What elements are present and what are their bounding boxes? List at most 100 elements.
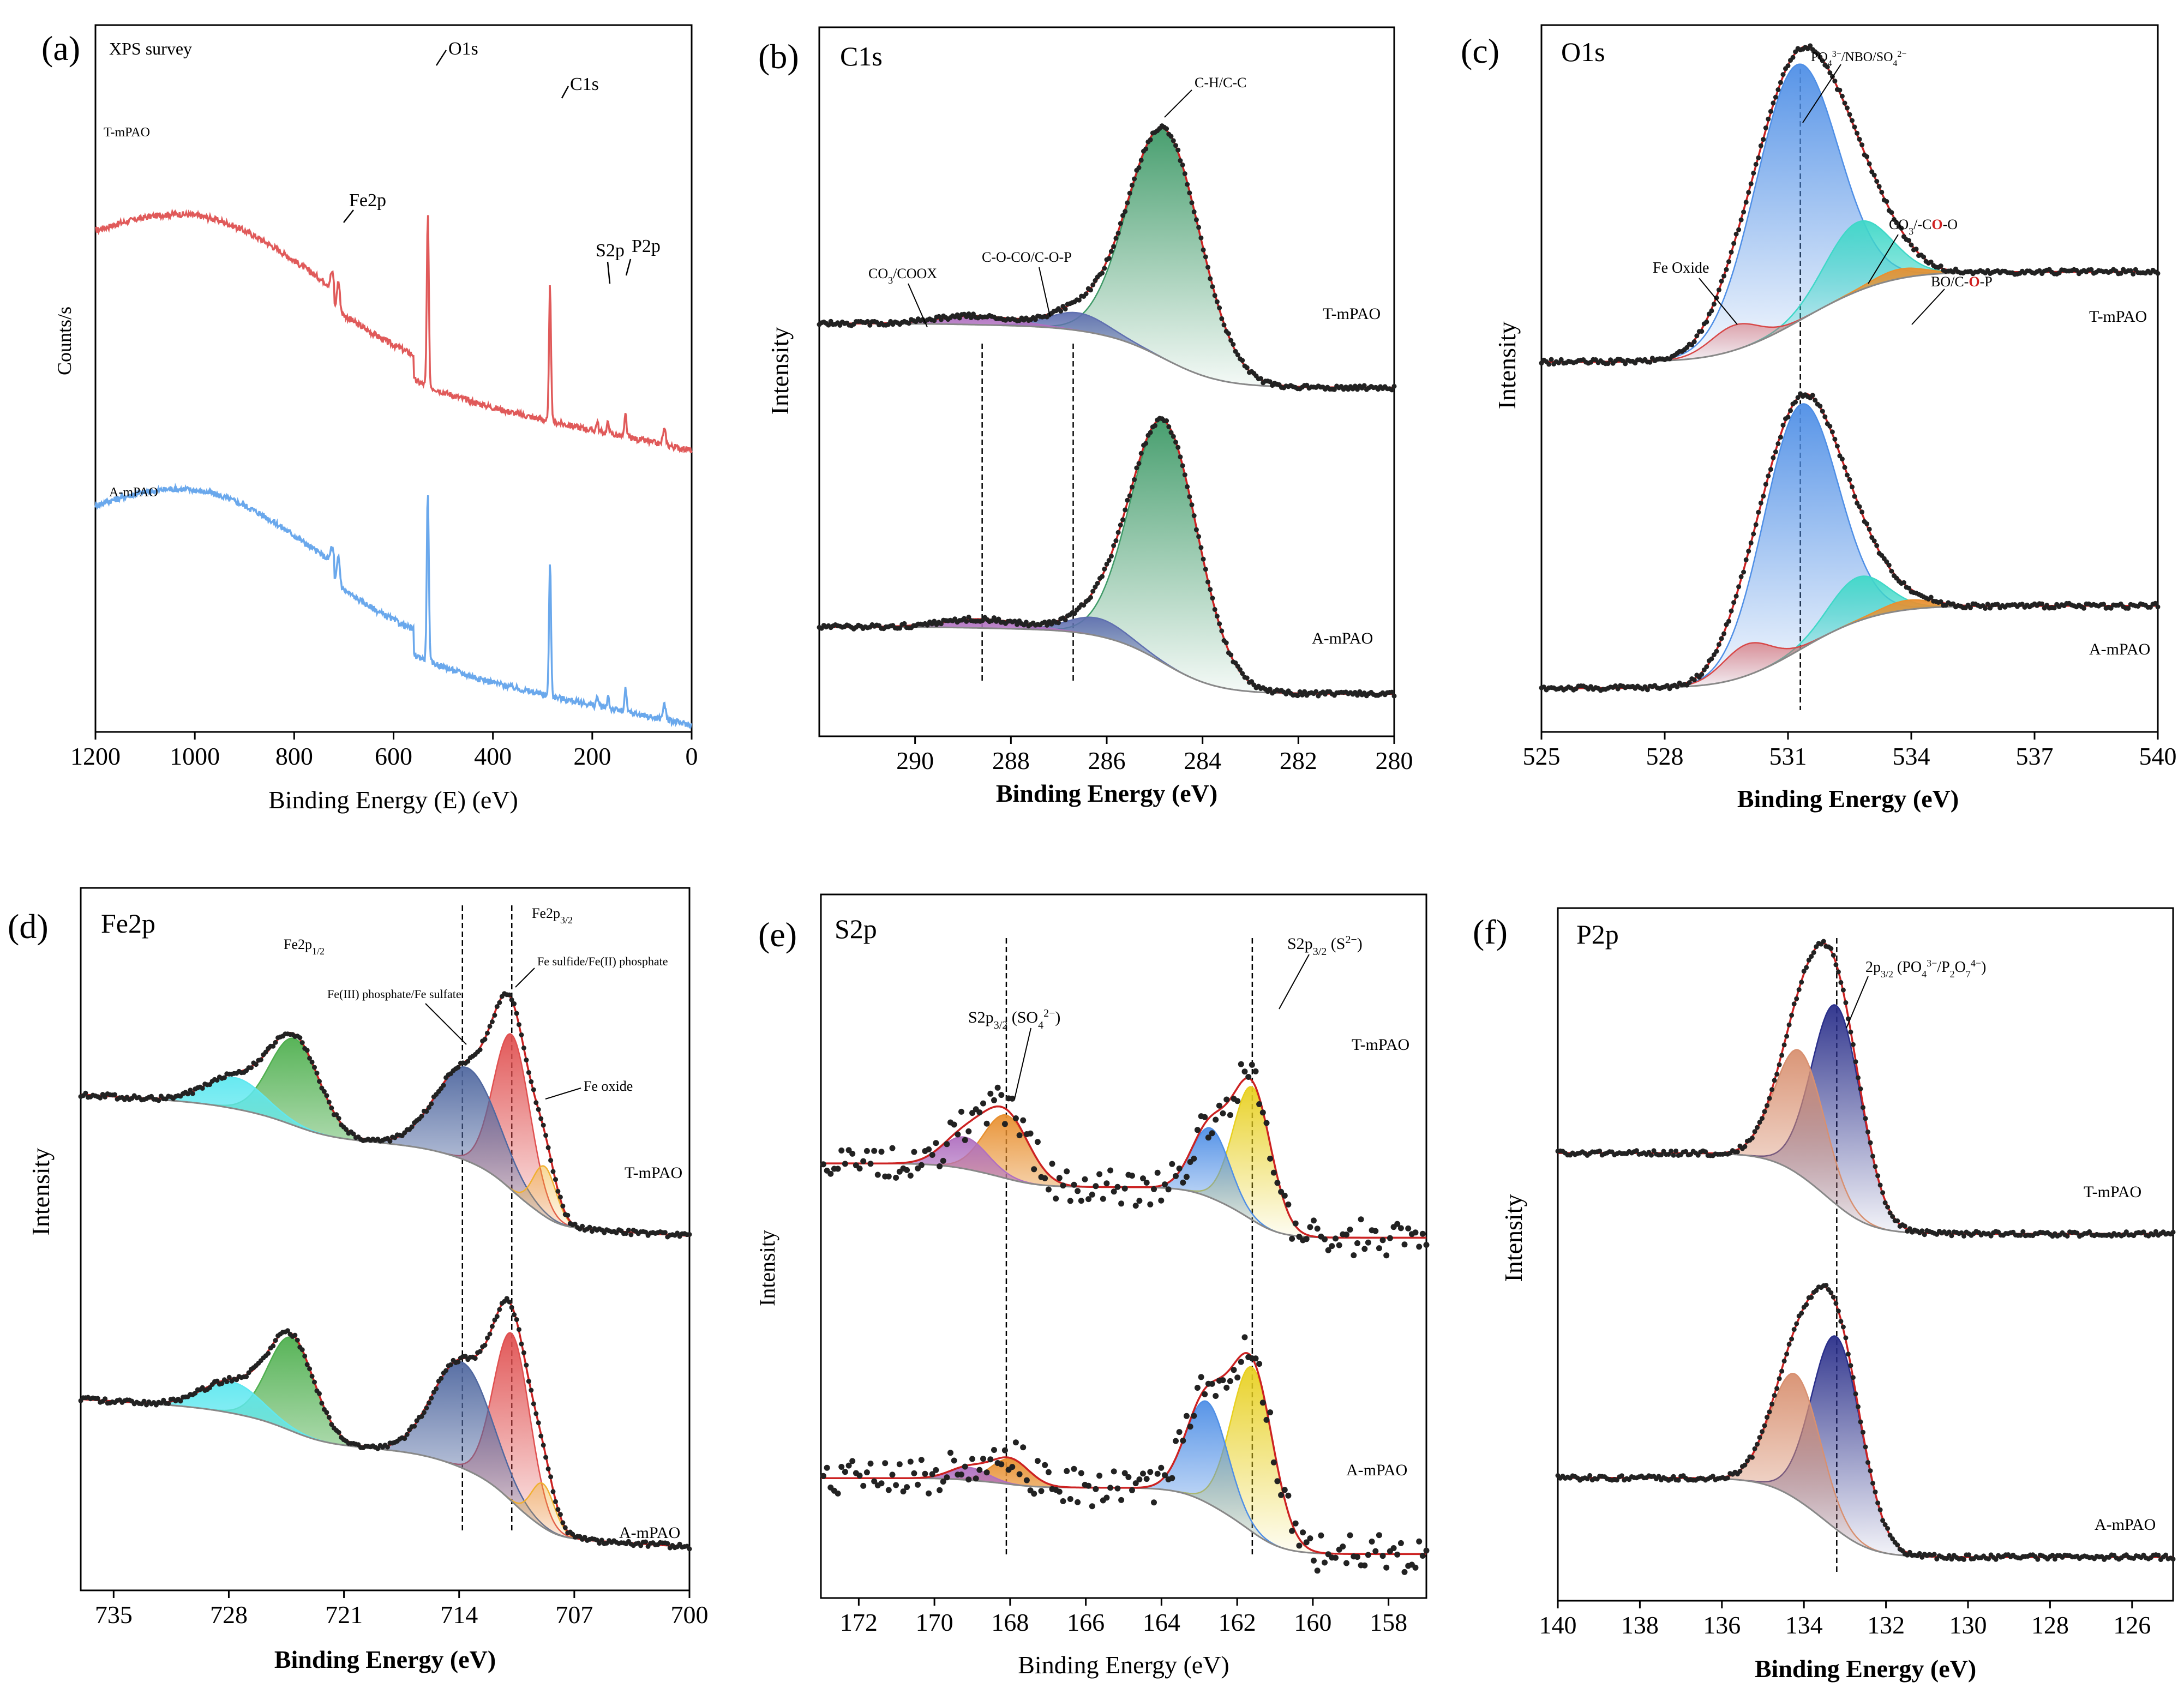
annotation-c1s: C1s: [570, 74, 599, 94]
data-point: [190, 1091, 195, 1096]
data-point: [1223, 328, 1229, 334]
peak-fill-e-0-0: [821, 1086, 1426, 1238]
data-point: [1391, 693, 1397, 699]
data-point: [1850, 1042, 1856, 1047]
data-point: [2020, 1229, 2026, 1234]
data-point: [933, 1140, 939, 1146]
data-point: [1100, 1196, 1106, 1202]
data-point: [319, 1085, 325, 1091]
data-point: [1171, 434, 1176, 439]
data-point: [980, 1456, 986, 1462]
data-point: [1071, 1465, 1077, 1472]
data-point: [297, 1344, 303, 1350]
data-point: [980, 1100, 986, 1107]
envelope-d-0: [80, 993, 690, 1237]
data-point: [994, 1084, 1001, 1091]
data-point: [497, 1307, 502, 1312]
data-point: [1919, 1554, 1925, 1560]
data-point: [1297, 689, 1303, 694]
panel-c-x-ticks: 525 528 531 534 537 540: [1523, 732, 2177, 770]
data-point: [1951, 1553, 1957, 1558]
data-point: [1194, 1385, 1201, 1391]
data-point: [2165, 1556, 2171, 1561]
label-c-o-co: C-O-CO/C-O-P: [982, 249, 1072, 265]
data-point: [1336, 1242, 1342, 1248]
data-point: [1017, 618, 1022, 623]
data-point: [965, 1476, 972, 1483]
data-point: [589, 1229, 595, 1234]
data-point: [934, 314, 939, 320]
x-tick-label-a-0: 1200: [70, 742, 121, 770]
data-point: [1876, 184, 1882, 189]
data-point: [1885, 1204, 1891, 1210]
data-point: [1733, 593, 1739, 599]
panel-f-frame: [1557, 907, 2174, 1602]
data-point: [947, 1450, 953, 1456]
x-tick-label-f-6: 128: [2031, 1611, 2069, 1639]
panel-f-x-ticks: 140 138 136 134 132 130 128 126: [1539, 1601, 2151, 1639]
data-point: [955, 1131, 961, 1138]
annotation-o1s-leader: [435, 50, 447, 66]
annotation-c1s-leader: [561, 86, 569, 99]
data-point: [1419, 1553, 1426, 1559]
data-point: [940, 1479, 946, 1485]
x-tick-label-c-4: 537: [2016, 742, 2054, 770]
data-point: [958, 1108, 964, 1115]
data-point: [1719, 636, 1724, 641]
data-point: [1042, 1462, 1048, 1468]
data-point: [1102, 566, 1107, 572]
x-tick-label-b-4: 282: [1280, 747, 1317, 774]
data-point: [1187, 1159, 1193, 1165]
data-point: [446, 1363, 451, 1368]
data-point: [181, 1395, 185, 1400]
data-point: [1240, 671, 1245, 676]
data-point: [2052, 1557, 2057, 1562]
panel-d-letter: (d): [8, 907, 49, 946]
data-point: [1897, 1223, 1903, 1229]
peak-fill-e-1-3: [821, 1467, 1426, 1554]
data-point: [1777, 1376, 1782, 1381]
data-point: [1216, 1378, 1222, 1384]
label-c-h-c-c: C-H/C-C: [1195, 75, 1246, 91]
data-point: [904, 1484, 910, 1491]
data-point: [1738, 217, 1744, 223]
label-fe-oxide-d: Fe oxide: [584, 1078, 633, 1094]
data-point: [487, 1024, 493, 1029]
data-point: [1870, 1481, 1875, 1486]
panel-a-xlabel: Binding Energy (E) (eV): [268, 786, 518, 814]
data-point: [353, 1135, 358, 1140]
data-point: [329, 1422, 334, 1427]
data-point: [1123, 507, 1128, 513]
data-point: [874, 1482, 881, 1488]
annotation-s2p: S2p: [596, 241, 625, 261]
data-point: [962, 1463, 968, 1470]
data-point: [553, 1177, 558, 1182]
data-point: [1799, 980, 1804, 985]
data-point: [1176, 1429, 1183, 1435]
data-point: [519, 1341, 524, 1347]
data-point: [1107, 1485, 1114, 1491]
data-point: [1758, 500, 1763, 506]
data-point: [1150, 424, 1155, 430]
data-point: [889, 1145, 896, 1151]
data-point: [1789, 1336, 1795, 1342]
data-point: [1212, 607, 1217, 612]
data-point: [1347, 1227, 1353, 1233]
data-point: [1292, 1220, 1299, 1227]
data-point: [2081, 605, 2086, 611]
data-point: [1694, 333, 1700, 339]
data-point: [409, 1424, 415, 1429]
data-point: [507, 1299, 512, 1305]
peak-fill-b-1-0: [819, 421, 1394, 694]
panel-d-x-ticks: 735 728 721 714 707 700: [95, 1590, 709, 1629]
data-point: [1175, 147, 1181, 153]
data-point: [1267, 1409, 1274, 1416]
data-point: [1906, 238, 1911, 243]
data-point: [1329, 1243, 1335, 1250]
x-tick-label-d-0: 735: [95, 1601, 133, 1629]
data-point: [1078, 1198, 1084, 1204]
data-point: [1208, 587, 1213, 592]
data-point: [1605, 361, 1611, 367]
data-point: [845, 1147, 852, 1154]
data-point: [1795, 395, 1801, 400]
